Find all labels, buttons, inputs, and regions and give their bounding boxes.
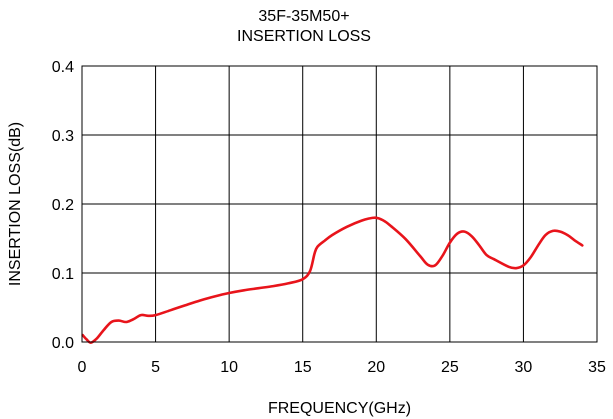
y-tick-label: 0.4 [52, 59, 74, 76]
series-group [81, 216, 584, 344]
x-tick-label: 25 [441, 359, 459, 376]
y-tick-label: 0.0 [52, 335, 74, 352]
plot-frame [81, 65, 598, 343]
x-tick-labels: 0 5 10 15 20 25 30 35 [78, 359, 606, 376]
x-tick-label: 5 [151, 359, 160, 376]
x-tick-label: 0 [78, 359, 87, 376]
x-tick-label: 15 [294, 359, 312, 376]
y-tick-label: 0.1 [52, 266, 74, 283]
x-tick-label: 35 [588, 359, 606, 376]
x-axis-label: FREQUENCY(GHz) [268, 400, 411, 417]
y-tick-label: 0.2 [52, 197, 74, 214]
x-tick-label: 20 [367, 359, 385, 376]
insertion-loss-series-line [81, 216, 584, 344]
y-axis-label: INSERTION LOSS(dB) [7, 122, 24, 286]
x-tick-label: 30 [515, 359, 533, 376]
chart-title-line-2: INSERTION LOSS [237, 28, 371, 45]
chart-title: 35F-35M50+ INSERTION LOSS [237, 8, 371, 45]
y-tick-label: 0.3 [52, 128, 74, 145]
x-tick-label: 10 [220, 359, 238, 376]
chart-title-line-1: 35F-35M50+ [258, 8, 349, 25]
grid-lines [82, 66, 597, 342]
y-tick-labels: 0.0 0.1 0.2 0.3 0.4 [52, 59, 74, 352]
